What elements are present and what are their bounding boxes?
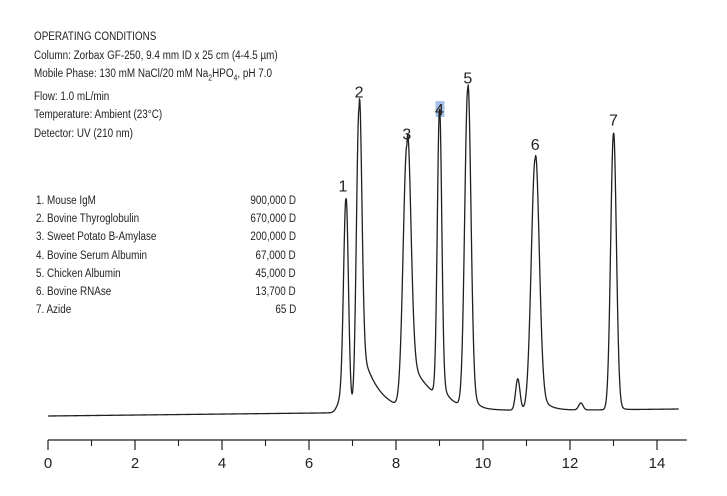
legend-row: 4. Bovine Serum Albumin 67,000 D <box>36 247 296 265</box>
legend-name: 1. Mouse IgM <box>36 195 96 207</box>
legend-name: 6. Bovine RNAse <box>36 285 112 298</box>
operating-conditions: OPERATING CONDITIONS Column: Zorbax GF-2… <box>34 28 278 143</box>
legend-row: 1. Mouse IgM 900,000 D <box>36 192 296 210</box>
x-tick-label: 2 <box>131 455 139 472</box>
x-tick-label: 6 <box>305 455 313 472</box>
x-axis: 0 2 4 6 8 10 12 14 <box>44 439 687 472</box>
mobile-phase-mid: HPO <box>212 68 234 80</box>
legend-name: 7. Azide <box>36 304 72 317</box>
x-tick-label: 8 <box>392 455 400 472</box>
legend-row: 2. Bovine Thyroglobulin 670,000 D <box>36 210 296 228</box>
legend-name: 2. Bovine Thyroglobulin <box>36 213 140 226</box>
legend-row: 7. Azide 65 D <box>36 301 296 319</box>
legend-mw: 67,000 D <box>255 249 296 262</box>
legend-mw: 45,000 D <box>255 267 296 280</box>
legend-row: 6. Bovine RNAse 13,700 D <box>36 283 296 301</box>
mobile-phase-sub-4: 4 <box>233 73 238 83</box>
peak-label: 6 <box>531 137 540 154</box>
mobile-phase-prefix: Mobile Phase: 130 mM NaCl/20 mM Na <box>34 68 209 80</box>
conditions-flow: Flow: 1.0 mL/min <box>34 90 110 103</box>
x-tick-label: 12 <box>562 455 579 472</box>
conditions-temperature: Temperature: Ambient (23°C) <box>34 109 163 122</box>
peak-legend: 1. Mouse IgM 900,000 D 2. Bovine Thyroglo… <box>36 192 296 319</box>
conditions-column: Column: Zorbax GF-250, 9.4 mm ID x 25 cm… <box>34 49 278 62</box>
conditions-mobile-phase: Mobile Phase: 130 mM NaCl/20 mM Na2HPO4,… <box>34 65 278 88</box>
legend-mw: 13,700 D <box>255 285 296 298</box>
mobile-phase-suffix: , pH 7.0 <box>237 68 272 80</box>
peak-label: 1 <box>339 179 348 196</box>
legend-mw: 900,000 D <box>250 195 296 207</box>
chromatogram-trace <box>47 84 679 417</box>
legend-mw: 200,000 D <box>250 231 296 244</box>
mobile-phase-sub-2: 2 <box>208 73 213 83</box>
x-tick-label: 4 <box>218 455 226 472</box>
peak-label: 5 <box>463 71 472 88</box>
legend-name: 3. Sweet Potato B-Amylase <box>36 231 157 244</box>
legend-mw: 670,000 D <box>250 213 296 226</box>
peak-label: 2 <box>355 85 364 102</box>
legend-row: 5. Chicken Albumin 45,000 D <box>36 265 296 283</box>
conditions-heading: OPERATING CONDITIONS <box>34 31 157 43</box>
peak-label: 7 <box>609 113 618 130</box>
x-tick-label: 10 <box>475 455 492 472</box>
peak-label: 3 <box>402 127 411 144</box>
legend-name: 5. Chicken Albumin <box>36 267 121 280</box>
conditions-detector: Detector: UV (210 nm) <box>34 127 133 140</box>
x-tick-label: 0 <box>44 455 52 472</box>
legend-name: 4. Bovine Serum Albumin <box>36 249 148 262</box>
legend-row: 3. Sweet Potato B-Amylase 200,000 D <box>36 228 296 246</box>
legend-mw: 65 D <box>275 304 296 317</box>
x-tick-label: 14 <box>649 455 666 472</box>
